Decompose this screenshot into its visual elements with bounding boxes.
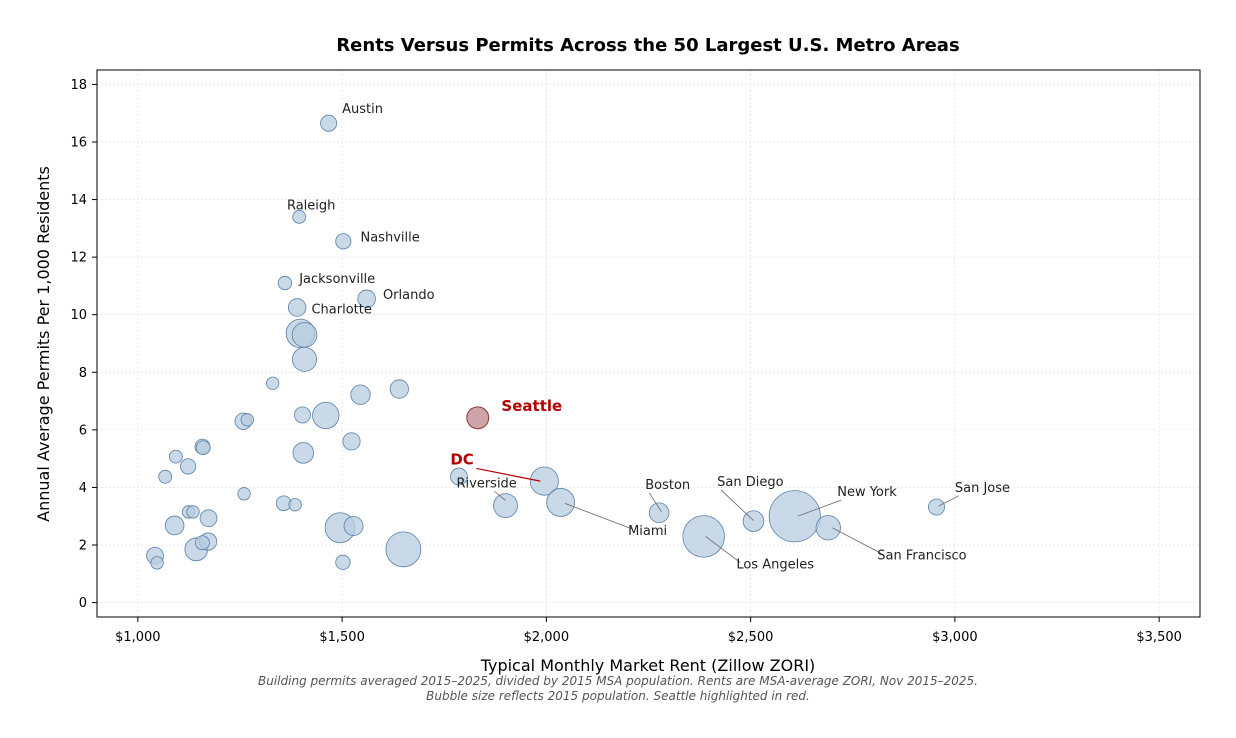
annotation-dc: DC	[450, 450, 473, 468]
annotation-jacksonville: Jacksonville	[298, 272, 375, 287]
y-axis-label: Annual Average Permits Per 1,000 Residen…	[34, 166, 53, 522]
x-tick-label: $1,500	[319, 630, 365, 645]
x-tick-label: $2,000	[524, 630, 570, 645]
bubble-metro	[288, 498, 302, 512]
bubble-charlotte: Charlotte	[287, 298, 307, 317]
annotation-leader-line	[476, 467, 541, 482]
annotation-austin: Austin	[342, 102, 383, 117]
bubble-metro	[195, 440, 211, 456]
bubble-los-angeles: Los Angeles	[682, 515, 725, 558]
bubble-metro	[158, 469, 173, 484]
y-tick-label: 18	[70, 78, 87, 93]
y-tick-label: 0	[79, 596, 87, 611]
bubble-metro	[186, 505, 200, 519]
y-tick-label: 2	[79, 539, 87, 554]
bubble-san-francisco: San Francisco	[815, 515, 841, 541]
y-tick-label: 8	[79, 366, 87, 381]
annotation-seattle: Seattle	[501, 397, 562, 415]
bubble-miami: Miami	[546, 488, 576, 517]
grid-layer	[97, 70, 1200, 617]
bubble-metro	[493, 493, 518, 518]
annotation-leader-line	[938, 495, 960, 507]
bubble-metro	[342, 432, 361, 451]
bubble-metro	[335, 554, 351, 570]
bubble-metro	[237, 487, 251, 501]
bubble-orlando: Orlando	[357, 289, 376, 309]
bubble-metro	[343, 516, 364, 536]
bubble-boston: Boston	[648, 502, 670, 524]
annotation-charlotte: Charlotte	[311, 302, 371, 317]
annotation-raleigh: Raleigh	[287, 199, 335, 214]
annotation-layer: Austin Raleigh Nashville Jacksonville Orland…	[287, 102, 1010, 572]
plot-frame	[96, 69, 1201, 618]
bubble-metro	[168, 449, 183, 464]
annotation-nashville: Nashville	[360, 230, 419, 245]
annotation-leader-line	[797, 499, 842, 517]
x-tick-label: $3,500	[1136, 630, 1182, 645]
caption-line-2: Bubble size reflects 2015 population. Se…	[426, 689, 810, 703]
bubble-metro	[199, 509, 218, 528]
bubble-metro	[195, 535, 210, 551]
y-tick-label: 10	[70, 308, 87, 323]
bubble-metro	[350, 384, 371, 405]
y-tick-label: 14	[70, 193, 87, 208]
bubble-seattle: Seattle	[466, 406, 490, 430]
annotation-leader-line	[705, 536, 741, 563]
caption-line-1: Building permits averaged 2015–2025, div…	[258, 674, 978, 688]
bubble-metro	[294, 406, 311, 424]
annotation-san-francisco: San Francisco	[877, 548, 966, 563]
x-tick-label: $2,500	[728, 630, 774, 645]
x-axis-label: Typical Monthly Market Rent (Zillow ZORI…	[480, 656, 816, 675]
bubble-metro	[291, 322, 318, 348]
bubble-metro	[389, 379, 409, 399]
annotation-leader-line	[494, 491, 506, 501]
bubble-jacksonville: Jacksonville	[277, 275, 293, 291]
bubble-dc: DC	[529, 466, 559, 496]
y-tick-label: 6	[79, 423, 87, 438]
y-tick-label: 4	[79, 481, 87, 496]
bubble-nashville: Nashville	[335, 233, 352, 250]
annotation-new-york: New York	[837, 485, 897, 500]
bubble-raleigh: Raleigh	[292, 209, 307, 224]
annotation-leader-line	[720, 489, 754, 521]
bubble-metro	[164, 515, 185, 536]
bubble-metro	[385, 531, 422, 568]
bubble-metro	[150, 556, 164, 570]
x-tick-label: $3,000	[932, 630, 978, 645]
annotation-boston: Boston	[645, 478, 690, 493]
annotation-los-angeles: Los Angeles	[736, 558, 814, 573]
bubble-austin: Austin	[320, 114, 338, 132]
annotation-orlando: Orlando	[383, 288, 435, 303]
y-tick-label: 16	[70, 135, 87, 150]
bubble-new-york: New York	[768, 490, 821, 543]
chart-title: Rents Versus Permits Across the 50 Large…	[336, 35, 959, 56]
bubble-riverside: Riverside	[450, 467, 468, 486]
tick-layer: $1,000 $1,500 $2,000 $2,500 $3,000 $3,500 0 2 4 6…	[70, 78, 1181, 645]
y-tick-label: 12	[70, 251, 87, 266]
bubble-metro	[292, 346, 318, 372]
bubble-san-jose: San Jose	[928, 498, 945, 516]
bubble-layer: New YorkLos AngelesDCMiamiSan FranciscoS…	[146, 114, 945, 570]
bubble-metro	[240, 413, 254, 427]
annotation-leader-line	[832, 527, 882, 554]
x-tick-label: $1,000	[115, 630, 161, 645]
annotation-san-diego: San Diego	[717, 475, 783, 490]
annotation-miami: Miami	[628, 524, 667, 539]
annotation-san-jose: San Jose	[955, 481, 1010, 496]
bubble-metro	[312, 401, 340, 430]
annotation-riverside: Riverside	[456, 476, 516, 491]
annotation-leader-line	[564, 502, 633, 530]
bubble-metro	[266, 376, 280, 390]
bubble-metro	[180, 458, 197, 475]
bubble-metro	[292, 442, 315, 464]
annotation-leader-line	[648, 492, 662, 513]
